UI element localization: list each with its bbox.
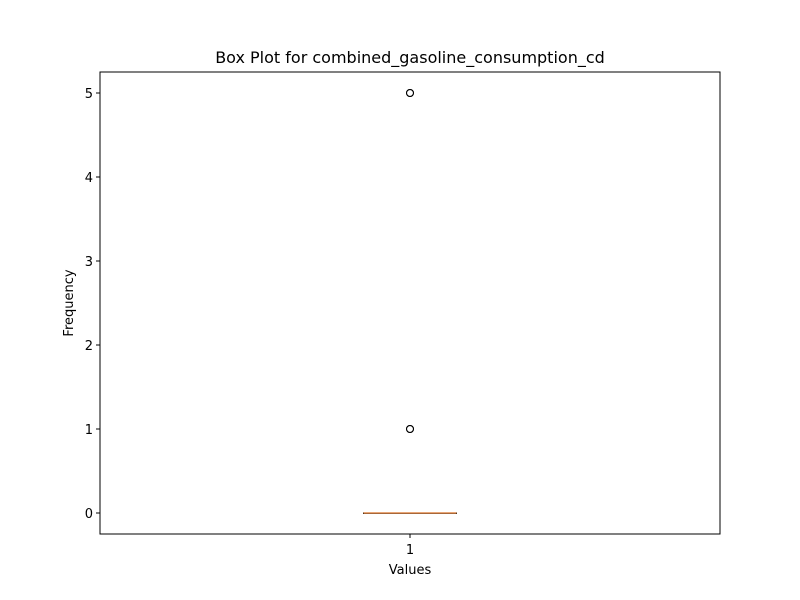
- outlier-point: [406, 89, 414, 97]
- x-axis: 1: [406, 534, 414, 558]
- chart-title: Box Plot for combined_gasoline_consumpti…: [215, 48, 605, 68]
- y-tick-label: 2: [85, 339, 93, 354]
- box-series: [363, 89, 457, 514]
- y-tick-label: 3: [85, 255, 93, 270]
- outlier-point: [406, 425, 414, 433]
- y-axis: 0 1 2 3 4 5: [85, 87, 100, 522]
- y-tick-label: 4: [85, 171, 93, 186]
- x-tick-label: 1: [406, 543, 414, 558]
- y-tick-label: 5: [85, 87, 93, 102]
- y-axis-label: Frequency: [62, 269, 77, 336]
- plot-area-frame: [99, 71, 721, 535]
- y-tick-label: 0: [85, 507, 93, 522]
- y-tick-label: 1: [85, 423, 93, 438]
- x-axis-label: Values: [389, 563, 432, 578]
